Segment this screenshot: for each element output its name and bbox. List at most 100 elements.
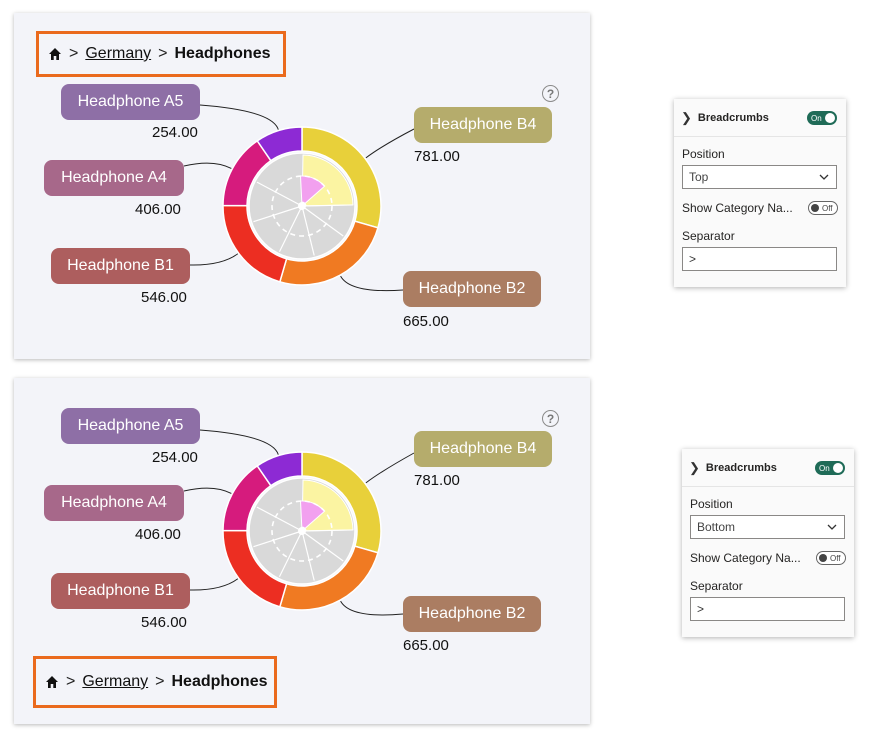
position-dropdown[interactable]: Top	[682, 165, 837, 189]
label-headphone-b1: Headphone B1	[51, 248, 190, 284]
value-headphone-a5: 254.00	[152, 449, 198, 466]
leader-line-headphone-b4	[365, 452, 415, 484]
show-category-row: Show Category Na... Off	[690, 551, 846, 565]
label-headphone-a4: Headphone A4	[44, 485, 184, 521]
label-headphone-b2: Headphone B2	[403, 271, 541, 307]
label-headphone-b4: Headphone B4	[414, 431, 552, 467]
breadcrumbs-toggle[interactable]: On	[815, 461, 845, 475]
panel-header[interactable]: ❯ Breadcrumbs On	[682, 449, 854, 487]
position-label: Position	[690, 497, 733, 511]
value-headphone-b4: 781.00	[414, 472, 460, 489]
label-headphone-a5: Headphone A5	[61, 408, 200, 444]
position-value: Top	[689, 170, 709, 184]
toggle-knob	[819, 554, 827, 562]
panel-title: Breadcrumbs	[705, 461, 777, 474]
inner-divider	[301, 205, 344, 237]
value-headphone-b4: 781.00	[414, 148, 460, 165]
value-headphone-b2: 665.00	[403, 637, 449, 654]
home-icon[interactable]	[48, 47, 62, 61]
chevron-right-icon[interactable]: ❯	[681, 109, 692, 125]
format-panel-breadcrumbs: ❯ Breadcrumbs On Position Bottom Show Ca…	[682, 449, 854, 637]
value-headphone-a4: 406.00	[135, 201, 181, 218]
label-headphone-b2: Headphone B2	[403, 596, 541, 632]
value-headphone-b2: 665.00	[403, 313, 449, 330]
position-dropdown[interactable]: Bottom	[690, 515, 845, 539]
toggle-knob	[811, 204, 819, 212]
inner-divider	[256, 181, 303, 207]
toggle-label: On	[811, 113, 822, 123]
help-icon[interactable]: ?	[542, 85, 559, 102]
slice-headphone-a5[interactable]	[256, 451, 303, 487]
position-value: Bottom	[697, 520, 736, 534]
breadcrumb-separator: >	[66, 673, 76, 690]
inner-divider	[256, 506, 303, 532]
home-icon[interactable]	[45, 675, 59, 689]
breadcrumb-item-headphones: Headphones	[174, 45, 271, 62]
sunburst-chart	[183, 104, 415, 292]
breadcrumb-item-headphones: Headphones	[171, 673, 268, 690]
leader-line-headphone-a4	[183, 487, 232, 494]
visual-breadcrumb-bottom: ? Headphone A5 254.00 Headphone A4 406.0…	[14, 378, 590, 724]
toggle-label: On	[819, 463, 830, 473]
panel-body: Position Bottom Show Category Na... Off …	[682, 487, 854, 621]
inner-divider	[278, 530, 303, 578]
slice-headphone-a5[interactable]	[256, 126, 303, 162]
breadcrumb-item-germany[interactable]: Germany	[82, 673, 149, 690]
toggle-knob	[833, 463, 843, 473]
breadcrumb-item-germany[interactable]: Germany	[85, 45, 152, 62]
value-headphone-a5: 254.00	[152, 124, 198, 141]
panel-body: Position Top Show Category Na... Off Sep…	[674, 137, 846, 271]
inner-divider	[301, 529, 354, 532]
help-icon[interactable]: ?	[542, 410, 559, 427]
inner-divider	[301, 204, 354, 207]
format-panel-breadcrumbs: ❯ Breadcrumbs On Position Top Show Categ…	[674, 99, 846, 287]
leader-line-headphone-a4	[183, 162, 232, 169]
toggle-knob	[825, 113, 835, 123]
chevron-down-icon	[827, 524, 837, 530]
inner-divider	[301, 530, 344, 562]
leader-line-headphone-b2	[340, 275, 404, 292]
value-headphone-b1: 546.00	[141, 614, 187, 631]
inner-dashed-ring	[271, 500, 333, 562]
separator-label: Separator	[682, 229, 735, 243]
leader-line-headphone-a5	[199, 104, 279, 130]
inner-divider	[253, 205, 303, 223]
separator-label: Separator	[690, 579, 743, 593]
breadcrumb-separator: >	[155, 673, 165, 690]
breadcrumb: > Germany > Headphones	[33, 656, 277, 708]
chevron-right-icon[interactable]: ❯	[689, 459, 700, 475]
breadcrumbs-toggle[interactable]: On	[807, 111, 837, 125]
panel-header[interactable]: ❯ Breadcrumbs On	[674, 99, 846, 137]
inner-divider	[301, 530, 315, 581]
visual-breadcrumb-top: > Germany > Headphones ? Headphone A5 25…	[14, 13, 590, 359]
chart-center	[298, 527, 306, 535]
show-category-toggle[interactable]: Off	[816, 551, 846, 565]
label-headphone-b1: Headphone B1	[51, 573, 190, 609]
show-category-toggle[interactable]: Off	[808, 201, 838, 215]
chart-center	[298, 202, 306, 210]
show-category-label: Show Category Na...	[690, 551, 801, 565]
breadcrumb: > Germany > Headphones	[36, 31, 286, 77]
breadcrumb-separator: >	[158, 45, 168, 62]
separator-input[interactable]: >	[690, 597, 845, 621]
separator-input[interactable]: >	[682, 247, 837, 271]
label-headphone-a5: Headphone A5	[61, 84, 200, 120]
leader-line-headphone-b1	[189, 253, 239, 266]
inner-divider	[253, 530, 303, 548]
breadcrumb-separator: >	[69, 45, 79, 62]
value-headphone-a4: 406.00	[135, 526, 181, 543]
leader-line-headphone-b1	[189, 578, 239, 591]
toggle-label: Off	[830, 553, 841, 563]
leader-line-headphone-b4	[365, 128, 415, 159]
chevron-down-icon	[819, 174, 829, 180]
sunburst-chart	[183, 429, 415, 616]
toggle-label: Off	[822, 203, 833, 213]
show-category-label: Show Category Na...	[682, 201, 793, 215]
inner-divider	[278, 205, 303, 253]
leader-line-headphone-a5	[199, 429, 279, 455]
label-headphone-a4: Headphone A4	[44, 160, 184, 196]
leader-line-headphone-b2	[340, 600, 404, 616]
label-headphone-b4: Headphone B4	[414, 107, 552, 143]
position-label: Position	[682, 147, 725, 161]
inner-divider	[301, 205, 315, 256]
